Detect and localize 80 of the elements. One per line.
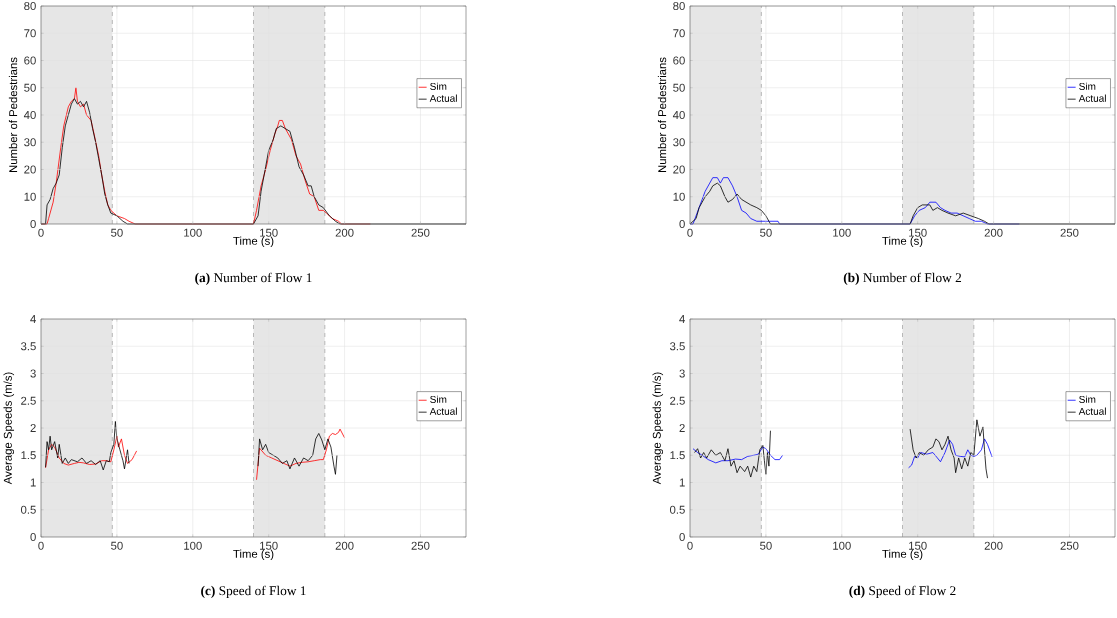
x-axis-title: Time (s) [233, 236, 274, 248]
y-tick-label: 1 [30, 478, 36, 487]
legend-label: Sim [1079, 82, 1096, 90]
x-tick-label: 200 [335, 541, 354, 550]
y-tick-label: 60 [673, 56, 685, 65]
x-tick-label: 250 [1060, 541, 1079, 550]
y-tick-label: 20 [24, 165, 36, 174]
y-tick-label: 2 [679, 424, 685, 432]
y-tick-label: 20 [673, 165, 685, 174]
legend-label: Actual [429, 94, 457, 102]
x-tick-label: 200 [984, 541, 1003, 550]
y-tick-label: 0 [30, 533, 36, 542]
y-tick-label: 70 [673, 29, 685, 38]
x-axis-title: Time (s) [882, 549, 923, 561]
x-tick-label: 200 [335, 228, 354, 237]
legend-label: Actual [1078, 407, 1106, 415]
legend-label: Actual [429, 407, 457, 415]
y-tick-label: 10 [673, 192, 685, 201]
y-axis-title: Average Speeds (m/s) [3, 372, 15, 485]
x-tick-label: 50 [760, 228, 772, 237]
y-tick-label: 70 [24, 29, 36, 38]
x-tick-label: 0 [687, 228, 693, 237]
x-tick-label: 250 [1060, 228, 1079, 237]
text: (d) Speed of Flow 2 [849, 585, 956, 598]
y-tick-label: 2.5 [670, 396, 685, 405]
x-tick-label: 150 [909, 541, 927, 550]
x-tick-label: 150 [260, 541, 278, 550]
y-tick-label: 3 [679, 369, 685, 378]
y-tick-label: 30 [673, 138, 685, 147]
y-tick-label: 0 [30, 219, 36, 228]
text: (c) Speed of Flow 1 [201, 585, 306, 598]
y-tick-label: 50 [24, 83, 36, 92]
y-tick-label: 0.5 [20, 505, 36, 514]
y-tick-label: 80 [673, 2, 685, 11]
x-tick-label: 150 [909, 228, 927, 237]
legend-label: Sim [1079, 395, 1096, 403]
x-tick-label: 50 [760, 541, 772, 550]
y-tick-label: 0 [679, 533, 685, 542]
y-tick-label: 2 [30, 424, 36, 432]
x-tick-label: 100 [184, 228, 202, 237]
x-axis-title: Time (s) [233, 549, 274, 561]
y-tick-label: 4 [30, 315, 36, 323]
x-tick-label: 100 [833, 541, 851, 550]
y-tick-label: 0 [679, 219, 685, 228]
legend-label: Actual [1078, 94, 1106, 102]
y-tick-label: 50 [673, 83, 685, 92]
y-axis-title: Number of Pedestrians [8, 57, 18, 173]
y-tick-label: 30 [24, 138, 36, 147]
y-tick-label: 3.5 [20, 342, 36, 351]
y-tick-label: 60 [24, 56, 36, 65]
x-tick-label: 100 [833, 228, 851, 237]
x-tick-label: 50 [111, 228, 123, 237]
y-tick-label: 3 [30, 369, 36, 378]
text: (a) Number of Flow 1 [195, 272, 312, 285]
x-tick-label: 250 [411, 541, 430, 550]
y-tick-label: 1.5 [21, 451, 36, 460]
x-tick-label: 200 [984, 228, 1003, 237]
y-axis-title: Number of Pedestrians [657, 57, 667, 173]
y-tick-label: 80 [24, 2, 36, 11]
y-axis-title: Average Speeds (m/s) [652, 372, 664, 485]
x-tick-label: 250 [411, 228, 430, 237]
y-tick-label: 10 [24, 192, 36, 201]
y-tick-label: 40 [672, 110, 685, 119]
x-tick-label: 150 [260, 228, 278, 237]
y-tick-label: 1 [679, 478, 685, 487]
x-tick-label: 0 [38, 541, 44, 550]
y-tick-label: 2.5 [21, 396, 36, 405]
x-tick-label: 50 [111, 541, 123, 550]
legend-label: Sim [430, 82, 447, 90]
y-tick-label: 3.5 [669, 342, 685, 351]
y-tick-label: 40 [23, 110, 36, 119]
x-axis-title: Time (s) [882, 236, 923, 248]
x-tick-label: 0 [687, 541, 693, 550]
x-tick-label: 0 [38, 228, 44, 237]
x-tick-label: 100 [184, 541, 202, 550]
y-tick-label: 0.5 [669, 505, 685, 514]
y-tick-label: 1.5 [670, 451, 685, 460]
legend-label: Sim [430, 395, 447, 403]
text: (b) Number of Flow 2 [843, 272, 962, 285]
y-tick-label: 4 [679, 315, 685, 323]
